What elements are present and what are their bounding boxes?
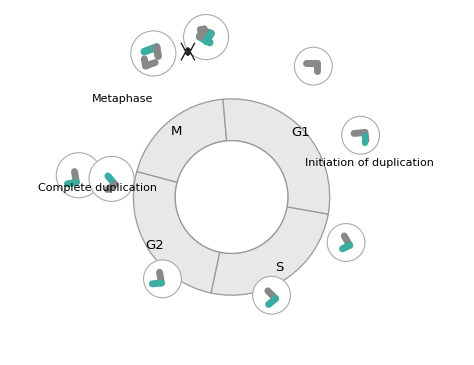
Circle shape [342, 116, 380, 154]
Text: G1: G1 [292, 126, 310, 139]
Wedge shape [137, 99, 227, 182]
Text: Complete duplication: Complete duplication [37, 183, 156, 193]
Circle shape [56, 153, 101, 198]
Wedge shape [223, 99, 330, 214]
Text: G2: G2 [145, 239, 164, 252]
Text: Initiation of duplication: Initiation of duplication [305, 158, 434, 168]
Circle shape [89, 156, 134, 201]
Wedge shape [211, 207, 328, 295]
Text: Metaphase: Metaphase [92, 94, 153, 104]
Circle shape [175, 141, 288, 253]
Circle shape [183, 15, 228, 59]
Circle shape [253, 276, 291, 314]
Text: S: S [275, 261, 283, 274]
Wedge shape [133, 172, 220, 293]
Text: M: M [171, 125, 182, 138]
Circle shape [131, 31, 176, 76]
Circle shape [294, 47, 332, 85]
Circle shape [144, 260, 182, 298]
Circle shape [327, 224, 365, 261]
